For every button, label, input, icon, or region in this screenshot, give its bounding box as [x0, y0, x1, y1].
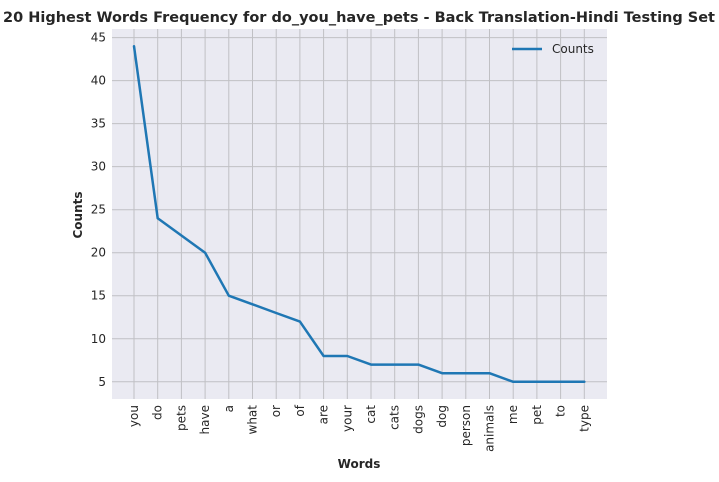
x-tick-label: have [198, 405, 212, 434]
y-tick-label: 25 [91, 203, 106, 217]
x-tick-label: dog [435, 405, 449, 428]
y-tick-label: 20 [91, 246, 106, 260]
y-tick-label: 15 [91, 289, 106, 303]
x-tick-label: cat [364, 405, 378, 424]
y-tick-label: 5 [98, 375, 106, 389]
x-tick-label: me [506, 405, 520, 424]
y-tick-label: 45 [91, 31, 106, 45]
y-axis-ticks: 5 10 15 20 25 30 35 40 45 [91, 31, 106, 389]
y-tick-label: 30 [91, 160, 106, 174]
y-tick-label: 40 [91, 74, 106, 88]
y-tick-label: 10 [91, 332, 106, 346]
x-tick-label: pets [174, 405, 188, 431]
x-tick-label: to [554, 405, 568, 417]
legend-label: Counts [552, 42, 594, 56]
y-axis-label: Counts [71, 191, 85, 238]
x-axis-label: Words [338, 457, 381, 471]
plot-area [112, 29, 607, 399]
x-tick-label: a [222, 405, 236, 412]
x-tick-label: person [459, 405, 473, 446]
x-tick-label: pet [530, 405, 544, 425]
chart-title: 20 Highest Words Frequency for do_you_ha… [3, 10, 715, 26]
x-tick-label: what [246, 405, 260, 435]
x-tick-label: are [317, 405, 331, 424]
x-tick-label: your [340, 405, 354, 432]
x-tick-label: type [577, 405, 591, 432]
x-tick-label: of [293, 404, 307, 416]
x-tick-label: animals [483, 405, 497, 452]
x-tick-label: or [269, 405, 283, 417]
y-tick-label: 35 [91, 117, 106, 131]
x-tick-label: dogs [411, 405, 425, 434]
x-tick-label: do [151, 405, 165, 420]
x-tick-label: you [127, 405, 141, 427]
x-axis-ticks: you do pets have a what or of are your cat cats dogs… [127, 404, 591, 452]
x-tick-label: cats [388, 405, 402, 430]
